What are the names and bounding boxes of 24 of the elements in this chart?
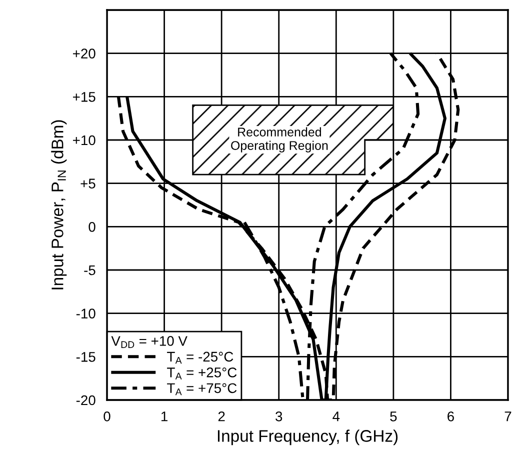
x-tick-label: 5 xyxy=(390,412,397,422)
legend-label: T$_{A}$ = +75°C xyxy=(167,383,237,396)
y-tick-label: -15 xyxy=(76,352,96,362)
legend-label: T$_{A}$ = -25°C xyxy=(167,352,234,364)
x-axis-title: Input Frequency, f (GHz) xyxy=(218,430,398,446)
y-tick-label: +5 xyxy=(80,178,96,189)
y-tick-label: +15 xyxy=(73,92,96,102)
y-tick-label: -20 xyxy=(76,395,96,406)
x-tick-label: 1 xyxy=(161,412,168,422)
y-axis-title: Input Power, P$_{IN}$ (dBm) xyxy=(51,120,67,290)
x-tick-label: 0 xyxy=(104,411,110,422)
x-tick-label: 7 xyxy=(504,412,512,422)
legend-title: V$_{DD}$ = +10 V xyxy=(111,336,188,348)
y-tick-label: +10 xyxy=(73,135,96,146)
x-tick-label: 2 xyxy=(218,411,225,422)
x-tick-label: 6 xyxy=(448,411,454,422)
x-tick-label: 3 xyxy=(276,411,282,422)
y-tick-label: -10 xyxy=(76,308,96,319)
y-tick-label: +20 xyxy=(73,48,96,59)
y-tick-label: 0 xyxy=(88,222,96,232)
x-tick-label: 4 xyxy=(332,412,340,422)
legend-label: T$_{A}$ = +25°C xyxy=(167,368,237,380)
annotation: Recommended Operating Region xyxy=(231,127,328,152)
y-tick-label: -5 xyxy=(84,265,96,276)
